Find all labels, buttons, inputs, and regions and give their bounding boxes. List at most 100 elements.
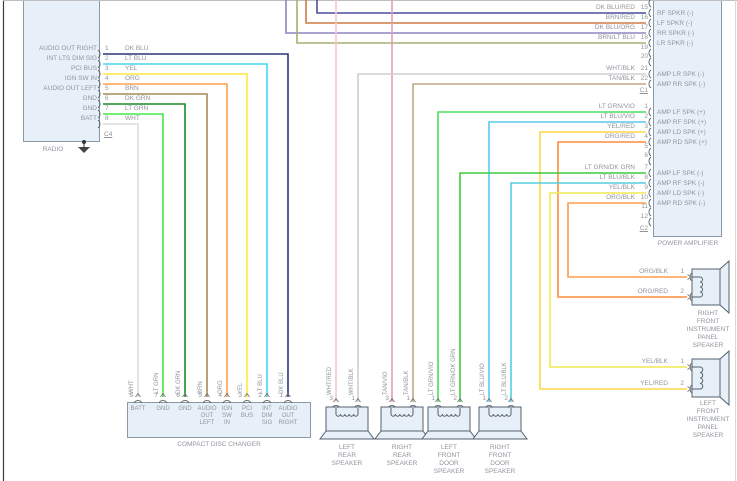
speaker-pin-arcs <box>331 405 516 409</box>
amp-pin3-wire-color: YEL/RED <box>607 123 635 130</box>
amp-connector2-label: C2 <box>639 225 648 232</box>
right-rear-speaker-wire-b: TAN/BLK <box>404 370 410 395</box>
left-front-ip-speaker-pin-b: 2 <box>680 380 684 387</box>
amp-pin15-signal: RF SPKR (-) <box>657 10 694 17</box>
amp-pin10-signal: AMP RD SPK (-) <box>657 200 706 207</box>
amp-pin9-signal: AMP LD SPK (-) <box>657 190 705 197</box>
right-rear-speaker-pin-a: 3 <box>385 395 389 402</box>
radio-pin5-signal: AUDIO OUT LEFT <box>43 85 97 92</box>
amp-c1-pin19-number: 19 <box>640 44 648 51</box>
amp-pin-arcs <box>648 0 652 227</box>
amp-pin18-wire-color: BRN/LT BLU <box>598 34 635 41</box>
right-rear-speaker-icon <box>374 406 430 440</box>
radio-pin2-number: 2 <box>105 55 109 62</box>
cdc-pin1-signal: AUDIO OUT RIGHT <box>278 406 298 426</box>
left-front-door-speaker-name: LEFT FRONT DOOR SPEAKER <box>433 444 465 475</box>
wire-org <box>103 83 228 397</box>
right-front-door-speaker-wire-b: LT BLU/BLK <box>502 362 508 395</box>
amp-c2-pin11-number: 11 <box>641 203 648 210</box>
amp-pin22-wire-color: TAN/BLK <box>608 75 635 82</box>
speaker-wire-arrows <box>333 397 514 403</box>
right-front-ip-speaker-wire-a: ORG/BLK <box>639 268 668 275</box>
power-amplifier-title: POWER AMPLIFIER <box>657 240 719 247</box>
amp-pin1-wire-color: LT GRN/VIO <box>598 103 635 110</box>
radio-pin8-signal: BATT <box>80 115 97 122</box>
cdc-pin5-wire-color: BRN <box>198 381 204 394</box>
radio-pin8-number: 8 <box>105 115 109 122</box>
cdc-pin3-wire-color: YEL <box>238 382 244 394</box>
amp-pin15-wire-color: DK BLU/RED <box>595 4 635 11</box>
amp-c1-pin14-number: 14 <box>626 0 648 2</box>
radio-pin3-wire-color: YEL <box>125 65 138 72</box>
radio-title: RADIO <box>42 146 64 153</box>
amp-c2-pin1-number: 1 <box>644 103 648 110</box>
amp-pin17-signal: RR SPKR (-) <box>657 30 695 37</box>
amp-pin8-wire-color: LT BLU/BLK <box>599 174 635 181</box>
radio-pin3-number: 3 <box>105 65 109 72</box>
amp-c1-pin21-number: 21 <box>640 65 648 72</box>
radio-pin4-signal: IGN SW IN <box>64 75 97 82</box>
cdc-pin4-signal: IGN SW IN <box>221 406 233 426</box>
amp-pin2-signal: AMP RF SPK (+) <box>657 119 707 126</box>
amp-pin18-signal: LR SPKR (-) <box>657 40 694 47</box>
amp-pin22-signal: AMP RR SPK (-) <box>657 81 706 88</box>
amp-pin3-signal: AMP LD SPK (+) <box>657 129 706 136</box>
radio-pin8-wire-color: WHT <box>125 115 140 122</box>
amp-connector1-label: C1 <box>639 87 648 94</box>
cd-changer-title: COMPACT DISC CHANGER <box>177 441 261 448</box>
amp-c2-pin6-number: 6 <box>644 152 648 159</box>
right-front-door-speaker-name: RIGHT FRONT DOOR SPEAKER <box>484 444 516 475</box>
radio-pin5-wire-color: BRN <box>125 85 139 92</box>
cdc-pin5-signal: AUDIO OUT LEFT <box>197 406 217 426</box>
radio-pin5-number: 5 <box>105 85 109 92</box>
radio-pin6-signal: GND <box>82 95 97 102</box>
right-rear-speaker-wire-a: TAN/VIO <box>383 371 389 395</box>
radio-pin2-signal: INT LTS DIM SIG <box>46 55 97 62</box>
right-front-ip-speaker-pin-b: 2 <box>680 288 684 295</box>
amp-pin17-wire-color: DK BLU/ORG <box>594 24 635 31</box>
cdc-pin6-signal: GND <box>178 406 192 412</box>
right-front-door-speaker-pin-b: 2 <box>504 395 508 402</box>
radio-pin6-wire-color: DK GRN <box>125 95 151 102</box>
left-front-ip-speaker-pin-a: 1 <box>680 358 684 365</box>
cdc-pin8-wire-color: WHT <box>129 380 135 394</box>
amp-pin16-wire-color: BRN/RED <box>605 14 635 21</box>
amp-pin8-signal: AMP RF SPK (-) <box>657 180 705 187</box>
radio-pin7-number: 7 <box>105 105 109 112</box>
right-front-instrument-panel-speaker-icon <box>691 259 730 315</box>
right-rear-speaker-name: RIGHT REAR SPEAKER <box>386 444 418 467</box>
amp-pin7-signal: AMP LF SPK (-) <box>657 170 704 177</box>
left-rear-speaker-name: LEFT REAR SPEAKER <box>331 444 363 467</box>
cdc-pin3-signal: PCI BUS <box>240 406 254 419</box>
left-front-ip-speaker-wire-a: YEL/BLK <box>641 358 668 365</box>
radio-pin7-wire-color: LT GRN <box>125 105 149 112</box>
amp-c1-pin20-number: 20 <box>640 53 648 60</box>
wire-tan-blk <box>412 83 646 402</box>
left-front-door-speaker-wire-a: LT GRN/VIO <box>429 361 435 395</box>
wire-dk-grn <box>103 103 186 397</box>
amp-pin1-signal: AMP LF SPK (+) <box>657 109 706 116</box>
amp-pin21-wire-color: WHT/BLK <box>606 65 635 72</box>
amp-pin7-wire-color: LT GRN/DK GRN <box>584 164 635 171</box>
right-front-door-speaker-icon <box>472 406 528 440</box>
amp-c2-pin2-number: 2 <box>644 113 648 120</box>
left-front-door-speaker-pin-b: 2 <box>453 395 457 402</box>
right-front-door-speaker-wire-a: LT BLU/VIO <box>480 363 486 395</box>
radio-pin7-signal: GND <box>82 105 97 112</box>
radio-pin6-number: 6 <box>105 95 109 102</box>
amp-c2-pin5-number: 5 <box>644 143 648 150</box>
radio-pin4-number: 4 <box>105 75 109 82</box>
radio-pin1-signal: AUDIO OUT RIGHT <box>38 45 97 52</box>
cdc-pin6-wire-color: DK GRN <box>176 370 182 394</box>
left-rear-speaker-wire-b: WHT/BLK <box>349 368 355 395</box>
cdc-pin4-wire-color: ORG <box>218 380 224 394</box>
cdc-pin7-wire-color: LT GRN <box>154 372 160 394</box>
radio-pin4-wire-color: ORG <box>125 75 140 82</box>
left-rear-speaker-wire-a: WHT/RED <box>327 367 333 395</box>
radio-pin2-wire-color: LT BLU <box>125 55 147 62</box>
cdc-pin1-wire-color: DK BLU <box>279 372 285 394</box>
amp-pin21-signal: AMP LR SPK (-) <box>657 71 705 78</box>
left-front-ip-speaker-name: LEFT FRONT INSTRUMENT PANEL SPEAKER <box>686 400 730 439</box>
cdc-pin7-signal: GND <box>156 406 170 412</box>
